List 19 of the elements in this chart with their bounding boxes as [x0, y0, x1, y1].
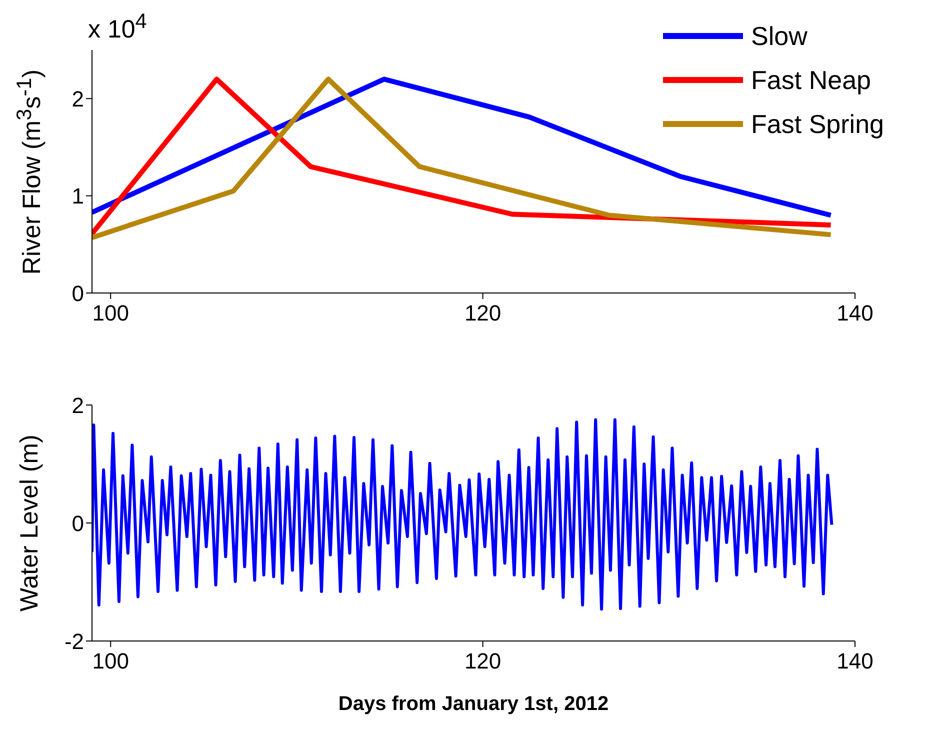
y-tick-label: 0: [72, 510, 84, 536]
x-tick-label: 140: [836, 300, 874, 326]
x-tick-label: 120: [464, 648, 502, 674]
text: x 10$^{4}$: [88, 10, 147, 44]
y-tick-label: 1: [72, 184, 84, 209]
y-tick-label: 2: [72, 392, 84, 418]
y-axis-title: Water Level (m): [16, 434, 44, 612]
line-series: [92, 418, 834, 611]
legend-label: Slow: [751, 20, 808, 52]
y-tick-label: 0: [72, 280, 84, 306]
y-tick-label: 2: [72, 86, 84, 112]
y-tick-label: -2: [64, 628, 84, 654]
legend-label: Fast Neap: [751, 64, 871, 96]
x-tick-label: 100: [92, 648, 129, 674]
legend-label: Fast Spring: [751, 108, 884, 140]
x-tick-label: 120: [464, 300, 502, 326]
x-tick-label: 140: [836, 648, 874, 674]
x-axis-title: Days from January 1st, 2012: [337, 693, 610, 716]
x-tick-label: 100: [92, 300, 129, 326]
